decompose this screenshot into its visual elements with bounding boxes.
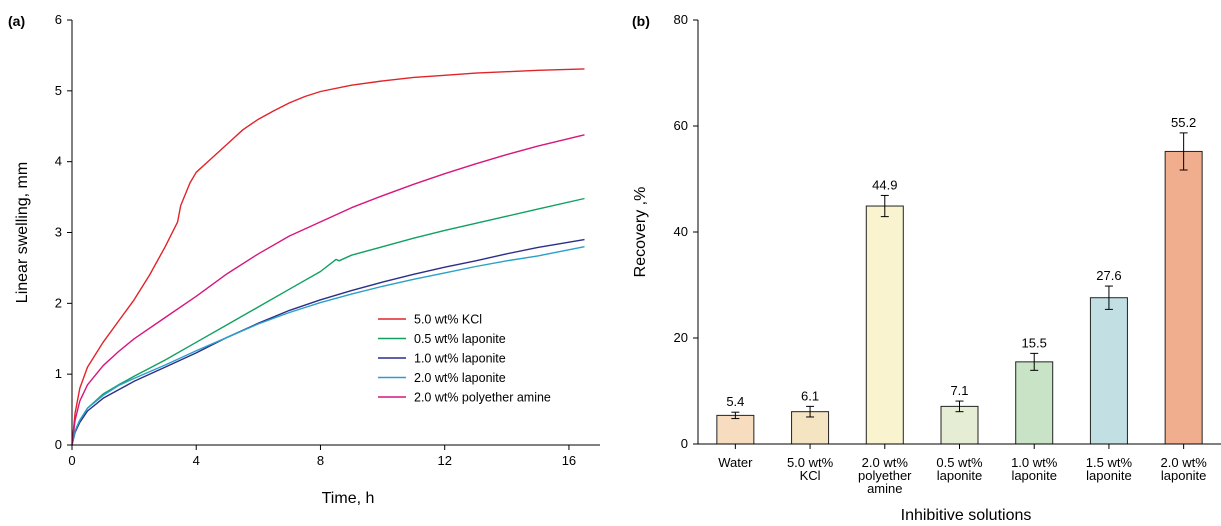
bar-value-label-6: 27.6 <box>1096 268 1121 283</box>
bar-4 <box>940 405 979 445</box>
bar-value-label-7: 55.2 <box>1171 115 1196 130</box>
legend-label-2: 0.5 wt% laponite <box>414 332 506 346</box>
panel-b-y-tick-label: 60 <box>674 118 688 133</box>
series-line-4 <box>71 246 585 446</box>
bar-6 <box>1089 297 1128 445</box>
panel-b-y-tick-label: 0 <box>681 436 688 451</box>
category-label-3: 2.0 wt% polyether amine <box>858 455 912 496</box>
panel-b-y-tick-label: 40 <box>674 224 688 239</box>
category-label-6: 1.5 wt% laponite <box>1086 455 1133 483</box>
category-label-line: 1.0 wt% <box>1011 455 1058 470</box>
panel-a-y-tick-label: 6 <box>55 12 62 27</box>
category-label-line: laponite <box>1161 468 1207 483</box>
category-label-line: 5.0 wt% <box>787 455 834 470</box>
panel-a-y-axis-label: Linear swelling, mm <box>14 162 31 303</box>
panel-b-y-tick-label: 20 <box>674 330 688 345</box>
panel-b-bar-chart: (b) 0 20 40 60 80 5.4 Water 6.1 5.0 wt% KCl 44.9 2… <box>632 12 1221 524</box>
category-label-line: 2.0 wt% <box>862 455 909 470</box>
bar-1 <box>716 414 755 445</box>
panel-b-label: (b) <box>632 13 650 29</box>
panel-a-x-axis-label: Time, h <box>322 490 375 507</box>
panel-b-y-tick-label: 80 <box>674 12 688 27</box>
panel-a-x-tick-label: 8 <box>317 453 324 468</box>
panel-b-ticks: 0 20 40 60 80 <box>674 12 1185 451</box>
bar-value-label-4: 7.1 <box>950 383 968 398</box>
legend-label-5: 2.0 wt% polyether amine <box>414 391 551 405</box>
legend-label-1: 5.0 wt% KCl <box>414 313 482 327</box>
panel-b-x-axis-label: Inhibitive solutions <box>901 507 1032 524</box>
category-label-line: laponite <box>1086 468 1132 483</box>
panel-a-y-tick-label: 4 <box>55 154 62 169</box>
panel-a-label: (a) <box>8 13 25 29</box>
category-label-line: KCl <box>800 468 821 483</box>
category-label-1: Water <box>718 455 753 470</box>
panel-a-y-tick-label: 5 <box>55 83 62 98</box>
category-label-line: 0.5 wt% <box>936 455 983 470</box>
category-label-4: 0.5 wt% laponite <box>936 455 983 483</box>
bar-value-label-5: 15.5 <box>1022 335 1047 350</box>
panel-a-y-tick-label: 3 <box>55 225 62 240</box>
series-line-3 <box>71 238 585 446</box>
category-label-line: Water <box>718 455 753 470</box>
category-label-line: polyether <box>858 468 912 483</box>
category-label-line: 1.5 wt% <box>1086 455 1133 470</box>
bar-value-label-2: 6.1 <box>801 388 819 403</box>
category-label-line: amine <box>867 481 902 496</box>
panel-a-x-tick-label: 0 <box>68 453 75 468</box>
bar-value-label-1: 5.4 <box>726 394 744 409</box>
category-label-line: 2.0 wt% <box>1161 455 1208 470</box>
panel-a-x-tick-label: 16 <box>562 453 576 468</box>
panel-a-y-tick-label: 0 <box>55 437 62 452</box>
panel-a-series <box>71 68 585 446</box>
series-line-2 <box>71 197 585 446</box>
panel-a-x-tick-label: 12 <box>437 453 451 468</box>
bar-5 <box>1015 361 1054 445</box>
panel-a-y-tick-label: 1 <box>55 366 62 381</box>
bar-7 <box>1164 150 1203 445</box>
bar-3 <box>865 205 904 445</box>
series-line-1 <box>71 68 585 446</box>
category-label-7: 2.0 wt% laponite <box>1161 455 1208 483</box>
panel-a-x-tick-label: 4 <box>193 453 200 468</box>
category-label-2: 5.0 wt% KCl <box>787 455 834 483</box>
bar-value-label-3: 44.9 <box>872 177 897 192</box>
panel-b-y-axis-label: Recovery ,% <box>632 187 649 278</box>
category-label-line: laponite <box>1011 468 1057 483</box>
legend-label-3: 1.0 wt% laponite <box>414 352 506 366</box>
panel-a-y-tick-label: 2 <box>55 295 62 310</box>
category-label-line: laponite <box>937 468 983 483</box>
legend-label-4: 2.0 wt% laponite <box>414 371 506 385</box>
panel-a-legend: 5.0 wt% KCl 0.5 wt% laponite 1.0 wt% lapon… <box>378 313 551 405</box>
series-line-5 <box>71 134 585 446</box>
category-label-5: 1.0 wt% laponite <box>1011 455 1058 483</box>
